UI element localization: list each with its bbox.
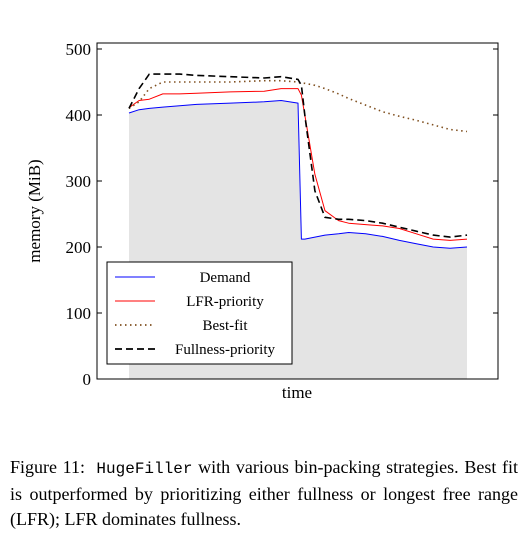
series-line-3 <box>128 73 468 238</box>
x-axis-label: time <box>282 383 312 402</box>
caption-code: HugeFiller <box>96 460 193 478</box>
legend: Demand LFR-priority Best-fit Fullness-prior… <box>106 261 293 365</box>
y-tick-label: 500 <box>66 40 92 59</box>
chart: 0 100 200 300 400 500 time memory (MiB) Deman… <box>25 40 499 402</box>
y-axis-label: memory (MiB) <box>25 159 44 262</box>
y-axis-ticks: 0 100 200 300 400 500 <box>66 40 498 389</box>
y-tick-label: 100 <box>66 304 92 323</box>
y-tick-label: 200 <box>66 238 92 257</box>
series-line-2 <box>128 79 468 133</box>
legend-label: LFR-priority <box>186 294 264 310</box>
plot-frame <box>96 42 499 380</box>
y-tick-label: 300 <box>66 172 92 191</box>
legend-label: Fullness-priority <box>175 342 275 358</box>
caption-text: with various bin-packing strategies. Bes… <box>10 457 519 529</box>
caption-label: Figure 11: <box>10 457 86 477</box>
legend-label: Best-fit <box>203 318 249 334</box>
y-tick-label: 0 <box>83 370 92 389</box>
legend-label: Demand <box>200 270 251 286</box>
figure-caption: Figure 11: HugeFiller with various bin-p… <box>10 455 518 532</box>
series-line-0 <box>128 100 468 249</box>
y-tick-label: 400 <box>66 106 92 125</box>
legend-box <box>106 261 293 365</box>
